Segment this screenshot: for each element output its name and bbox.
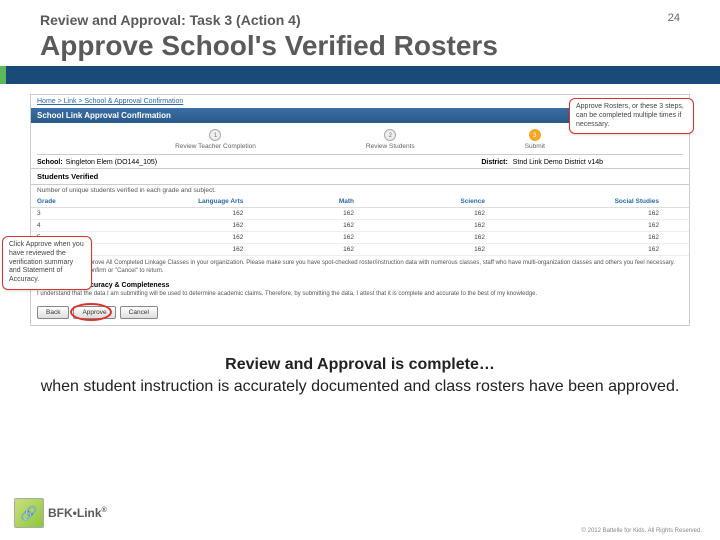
table-row: 4162162162162	[31, 220, 689, 232]
approve-note: You are about to Approve All Completed L…	[31, 256, 689, 280]
screenshot-container: Home > Link > School & Approval Confirma…	[30, 94, 690, 326]
statement-head: Statement of Accuracy & Completeness	[31, 280, 689, 291]
callout-bottom-left: Click Approve when you have reviewed the…	[2, 236, 92, 290]
col-math: Math	[273, 196, 384, 208]
verification-table: Grade Language Arts Math Science Social …	[31, 196, 689, 256]
statement-body: I understand that the data I am submitti…	[31, 291, 689, 303]
table-row: 6162162162162	[31, 244, 689, 256]
school-label: School:	[37, 159, 63, 166]
col-ss: Social Studies	[515, 196, 689, 208]
callout-top-right: Approve Rosters, or these 3 steps, can b…	[569, 98, 694, 134]
col-grade: Grade	[31, 196, 98, 208]
footer-logo: 🔗 BFK•Link®	[14, 498, 107, 528]
district-value: Stnd Link Demo District v14b	[513, 159, 603, 166]
back-button[interactable]: Back	[37, 306, 69, 319]
col-sci: Science	[384, 196, 515, 208]
table-row: 3162162162162	[31, 208, 689, 220]
page-title: Approve School's Verified Rosters	[40, 30, 680, 62]
school-value: Singleton Elem (DO144_105)	[66, 159, 157, 166]
district-label: District:	[481, 159, 507, 166]
summary-line1: Review and Approval is complete…	[40, 354, 680, 376]
page-number: 24	[668, 12, 680, 24]
accent-bar	[0, 66, 720, 84]
col-la: Language Arts	[98, 196, 274, 208]
approve-button[interactable]: Approve	[73, 306, 115, 319]
link-icon: 🔗	[14, 498, 44, 528]
table-row: 5162162162162	[31, 232, 689, 244]
school-district-row: School: Singleton Elem (DO144_105) Distr…	[31, 157, 689, 168]
summary-text: Review and Approval is complete… when st…	[40, 354, 680, 397]
students-verified-sub: Number of unique students verified in ea…	[31, 185, 689, 196]
copyright: © 2012 Battelle for Kids. All Rights Res…	[582, 528, 702, 534]
students-verified-head: Students Verified	[31, 168, 689, 185]
step-1: 1 Review Teacher Completion	[175, 129, 256, 150]
cancel-button[interactable]: Cancel	[120, 306, 158, 319]
summary-line2: when student instruction is accurately d…	[40, 376, 680, 398]
header-subtitle: Review and Approval: Task 3 (Action 4)	[40, 12, 680, 28]
step-2: 2 Review Students	[366, 129, 415, 150]
step-3: 3 Submit	[525, 129, 545, 150]
button-row: Back Approve Cancel	[31, 302, 689, 325]
logo-text: BFK•Link®	[48, 506, 107, 520]
